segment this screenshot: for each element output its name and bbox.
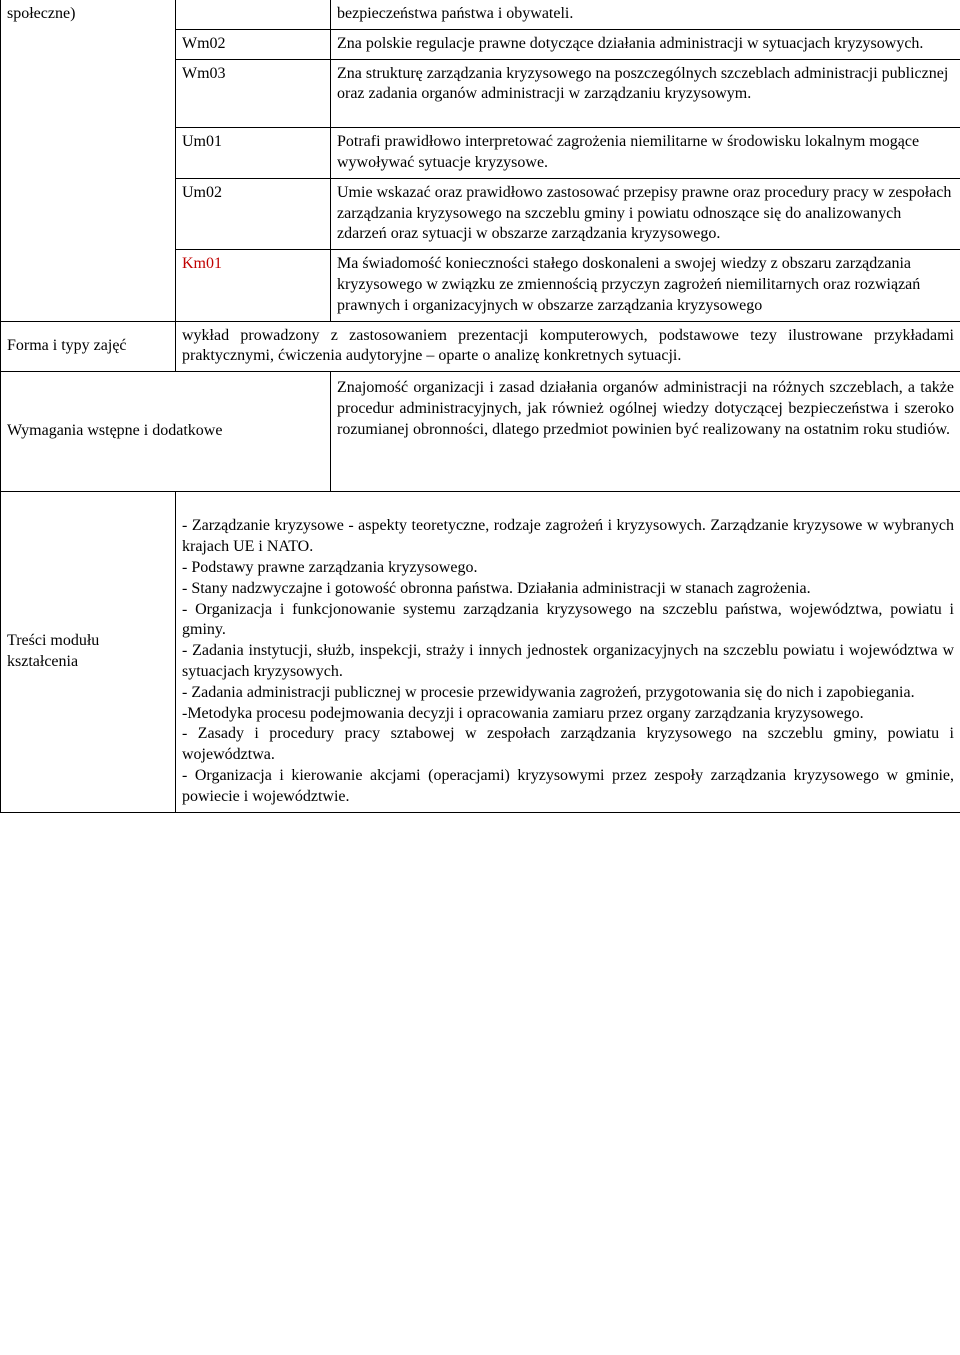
- desc-um01: Potrafi prawidłowo interpretować zagroże…: [331, 128, 960, 179]
- text: Wm03: [182, 65, 226, 82]
- code-um01: Um01: [176, 128, 331, 179]
- text: Um02: [182, 184, 222, 201]
- wymagania-text-cell: Znajomość organizacji i zasad działania …: [331, 372, 960, 491]
- text: Km01: [182, 255, 222, 272]
- col1-spoleczne: społeczne): [1, 0, 176, 321]
- text: Zna polskie regulacje prawne dotyczące d…: [337, 35, 923, 52]
- tresci-label-cell: Treści modułu kształcenia: [1, 491, 176, 812]
- wymagania-text: Znajomość organizacji i zasad działania …: [337, 379, 954, 438]
- desc-wm03: Zna strukturę zarządzania kryzysowego na…: [331, 59, 960, 128]
- tresci-label: Treści modułu kształcenia: [7, 632, 99, 670]
- code-wm03: Wm03: [176, 59, 331, 128]
- wymagania-label-cell: Wymagania wstępne i dodatkowe: [1, 372, 331, 491]
- desc-km01: Ma świadomość konieczności stałego dosko…: [331, 250, 960, 321]
- tresci-text-cell: - Zarządzanie kryzysowe - aspekty teoret…: [176, 491, 960, 812]
- text: Potrafi prawidłowo interpretować zagroże…: [337, 133, 919, 171]
- code-um02: Um02: [176, 178, 331, 249]
- code-blank: [176, 0, 331, 29]
- text: społeczne): [7, 5, 75, 22]
- text: Umie wskazać oraz prawidłowo zastosować …: [337, 184, 951, 243]
- text: bezpieczeństwa państwa i obywateli.: [337, 5, 573, 22]
- text: Zna strukturę zarządzania kryzysowego na…: [337, 65, 948, 103]
- wymagania-label: Wymagania wstępne i dodatkowe: [7, 422, 222, 439]
- desc-wm02: Zna polskie regulacje prawne dotyczące d…: [331, 29, 960, 59]
- text: Wm02: [182, 35, 226, 52]
- tresci-text: - Zarządzanie kryzysowe - aspekty teoret…: [182, 517, 954, 804]
- code-km01: Km01: [176, 250, 331, 321]
- text: Um01: [182, 133, 222, 150]
- forma-text-cell: wykład prowadzony z zastosowaniem prezen…: [176, 321, 960, 372]
- desc-top: bezpieczeństwa państwa i obywateli.: [331, 0, 960, 29]
- desc-um02: Umie wskazać oraz prawidłowo zastosować …: [331, 178, 960, 249]
- main-table: społeczne) bezpieczeństwa państwa i obyw…: [0, 0, 960, 813]
- forma-label-cell: Forma i typy zajęć: [1, 321, 176, 372]
- text: Ma świadomość konieczności stałego dosko…: [337, 255, 920, 314]
- code-wm02: Wm02: [176, 29, 331, 59]
- forma-text: wykład prowadzony z zastosowaniem prezen…: [182, 327, 954, 365]
- forma-label: Forma i typy zajęć: [7, 337, 127, 354]
